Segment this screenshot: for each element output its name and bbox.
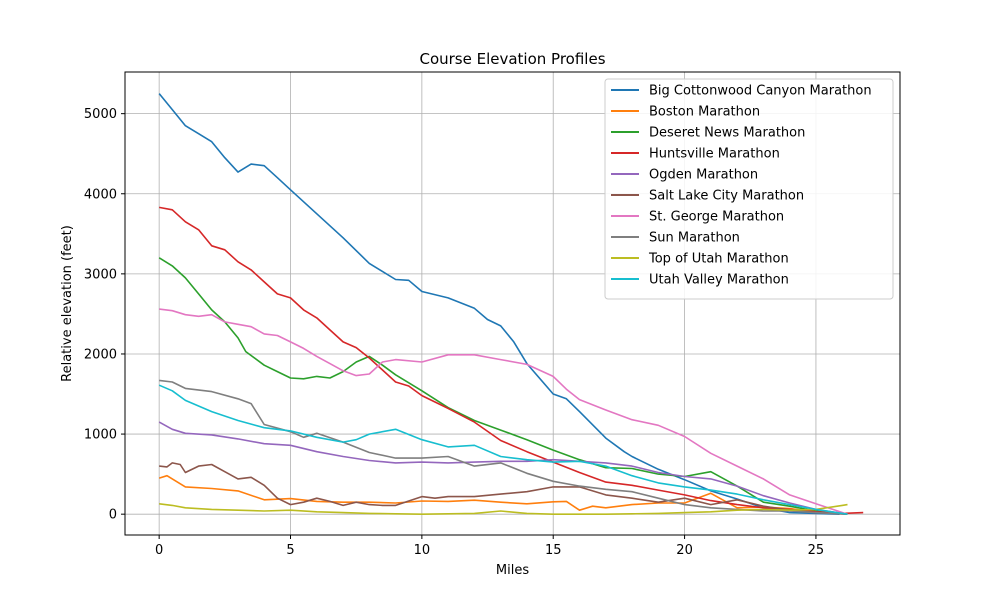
chart-title: Course Elevation Profiles — [419, 50, 605, 68]
legend-label: Sun Marathon — [649, 231, 740, 246]
legend-label: Salt Lake City Marathon — [649, 189, 804, 204]
legend-label: St. George Marathon — [649, 210, 784, 225]
axes: 0 5 10 15 20 25 0 1000 2000 3000 4000 5000 — [84, 107, 824, 558]
y-tick-label: 2000 — [84, 347, 117, 362]
series-line — [159, 462, 848, 515]
legend-label: Utah Valley Marathon — [649, 273, 789, 288]
x-tick-label: 5 — [286, 543, 294, 558]
legend-label: Top of Utah Marathon — [648, 252, 789, 267]
legend-label: Boston Marathon — [649, 105, 760, 120]
series-line — [158, 421, 848, 515]
y-axis-label: Relative elevation (feet) — [60, 225, 75, 382]
y-tick-label: 4000 — [84, 187, 117, 202]
series-lines — [158, 93, 864, 515]
x-tick-label: 20 — [676, 543, 693, 558]
legend-label: Deseret News Marathon — [649, 126, 805, 141]
x-tick-label: 0 — [155, 543, 163, 558]
x-tick-label: 15 — [545, 543, 562, 558]
legend: Big Cottonwood Canyon Marathon Boston Mar… — [604, 78, 894, 300]
series-line — [159, 503, 848, 515]
y-tick-label: 0 — [109, 508, 117, 523]
x-tick-label: 10 — [414, 543, 431, 558]
legend-label: Ogden Marathon — [649, 168, 758, 183]
series-line — [158, 93, 840, 515]
series-line — [158, 384, 848, 515]
series-line — [159, 379, 848, 515]
x-axis-label: Miles — [496, 563, 529, 578]
y-tick-label: 1000 — [84, 428, 117, 443]
legend-label: Big Cottonwood Canyon Marathon — [649, 84, 872, 99]
plot-frame — [124, 71, 901, 536]
y-tick-label: 5000 — [84, 107, 117, 122]
series-line — [159, 308, 848, 515]
legend-label: Huntsville Marathon — [649, 147, 780, 162]
series-line — [158, 474, 848, 515]
series-line — [158, 257, 848, 515]
x-tick-label: 25 — [808, 543, 825, 558]
series-line — [159, 206, 864, 515]
legend-box — [604, 78, 894, 300]
y-tick-label: 3000 — [84, 267, 117, 282]
